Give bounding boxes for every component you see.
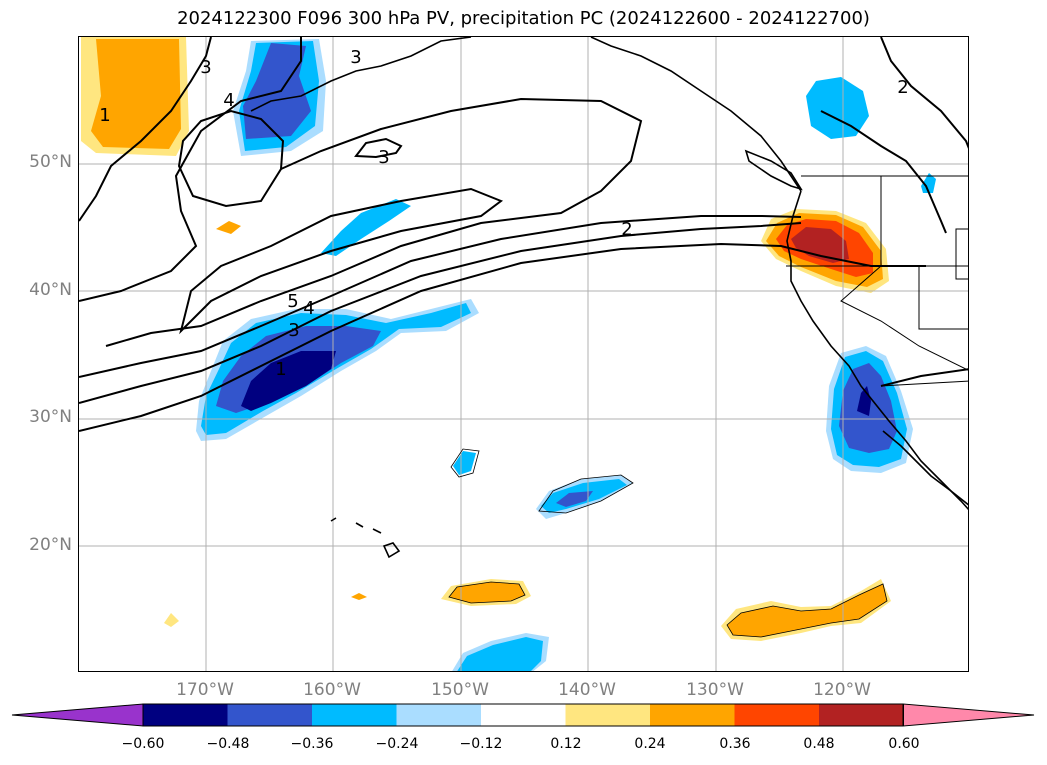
precip-positive-spot-3 xyxy=(351,593,367,600)
colorbar-segments xyxy=(11,703,1035,727)
precip-positive-south-2-core xyxy=(727,584,887,637)
precip-fields xyxy=(81,37,936,671)
lat-label-40n: 40°N xyxy=(29,280,72,300)
pv-contour-11 xyxy=(880,37,968,149)
pv-contour-5 xyxy=(179,187,504,335)
precip-negative-mid-north xyxy=(321,199,411,256)
colorbar-tick: −0.60 xyxy=(121,736,165,752)
coastline-alaska xyxy=(250,37,472,112)
colorbar-segment xyxy=(565,704,651,726)
colorbar-segment xyxy=(481,704,566,726)
coastlines xyxy=(250,37,968,559)
lon-label-130w: 130°W xyxy=(686,680,744,700)
contour-label: 2 xyxy=(897,77,908,98)
pv-contour-12 xyxy=(880,368,968,387)
colorbar-tick: 0.36 xyxy=(719,736,751,752)
precip-negative-south-mid xyxy=(457,637,543,671)
precip-outlines xyxy=(448,448,888,638)
colorbar-segment xyxy=(227,704,313,726)
lon-label-170w: 170°W xyxy=(176,680,234,700)
coastline-baja xyxy=(882,430,968,506)
colorbar-segment xyxy=(143,704,228,726)
colorbar-border xyxy=(142,703,904,727)
pv-contour-1 xyxy=(79,242,926,432)
map-canvas: 1 3 4 3 2 5 4 3 1 3 2 xyxy=(79,37,968,671)
precip-negative-pnw xyxy=(806,77,869,139)
precip-outline-subtropical xyxy=(538,474,634,514)
precip-outline-south-1 xyxy=(448,581,526,604)
coastline-alaska-panhandle xyxy=(590,37,802,192)
contour-label: 3 xyxy=(378,147,389,168)
contour-label: 3 xyxy=(288,320,299,341)
precip-negative-central-core xyxy=(241,351,336,411)
colorbar-extend-max xyxy=(903,703,1035,727)
contour-label: 3 xyxy=(350,47,361,68)
lat-label-20n: 20°N xyxy=(29,535,72,555)
lon-label-160w: 160°W xyxy=(303,680,361,700)
lon-label-140w: 140°W xyxy=(558,680,616,700)
map-title: 2024122300 F096 300 hPa PV, precipitatio… xyxy=(177,8,870,29)
precip-positive-spot-1 xyxy=(216,221,241,234)
colorbar-tick: 0.24 xyxy=(634,736,666,752)
precip-negative-idaho xyxy=(921,173,936,193)
lon-label-120w: 120°W xyxy=(813,680,871,700)
colorbar-extend-min xyxy=(11,703,144,727)
colorbar-tick: 0.60 xyxy=(888,736,920,752)
coastline-vancouver-island xyxy=(744,149,803,191)
colorbar-tick: −0.48 xyxy=(206,736,250,752)
colorbar-tick: 0.12 xyxy=(550,736,582,752)
pv-contours xyxy=(79,37,968,432)
pv-contour-4 xyxy=(105,97,643,347)
precip-positive-california-core xyxy=(791,227,849,263)
lat-label-50n: 50°N xyxy=(29,152,72,172)
pv-contour-2 xyxy=(79,222,802,404)
contour-label: 4 xyxy=(223,90,234,111)
pv-contour-3 xyxy=(79,215,802,378)
coastline-west-coast xyxy=(786,190,968,510)
contour-label: 1 xyxy=(275,359,286,380)
pv-contour-9 xyxy=(177,109,285,208)
contour-label: 2 xyxy=(621,219,632,240)
map-panel: 1 3 4 3 2 5 4 3 1 3 2 xyxy=(78,36,969,672)
precip-outline-south-2 xyxy=(726,583,888,638)
lon-label-150w: 150°W xyxy=(431,680,489,700)
precip-outline-small-1 xyxy=(450,448,480,478)
precip-negative-subtropical-core xyxy=(556,491,593,507)
colorbar-tick: 0.48 xyxy=(803,736,835,752)
coastline-hawaii xyxy=(330,517,401,559)
pv-contour-7 xyxy=(79,37,212,222)
contour-label-group: 1 3 4 3 2 5 4 3 1 3 2 xyxy=(99,47,908,380)
pv-contour-10 xyxy=(820,110,947,234)
precip-positive-nw-core xyxy=(91,39,181,149)
colorbar-segment xyxy=(396,704,482,726)
pv-contour-8 xyxy=(354,137,403,159)
colorbar-tick: −0.24 xyxy=(375,736,419,752)
precip-positive-spot-2 xyxy=(164,613,179,627)
colorbar-segment xyxy=(734,704,820,726)
colorbar-segment xyxy=(650,704,735,726)
contour-label: 3 xyxy=(200,57,211,78)
colorbar-segment xyxy=(819,704,904,726)
pv-contour-6 xyxy=(79,37,302,302)
colorbar-tick: −0.12 xyxy=(459,736,503,752)
contour-label: 5 xyxy=(287,291,298,312)
precip-negative-small-1 xyxy=(453,451,476,475)
colorbar-segment xyxy=(312,704,397,726)
lat-label-30n: 30°N xyxy=(29,407,72,427)
contour-label: 1 xyxy=(99,105,110,126)
precip-positive-south-1-core xyxy=(449,582,525,603)
colorbar-tick: −0.36 xyxy=(290,736,334,752)
graticule xyxy=(79,37,968,671)
contour-label: 4 xyxy=(303,298,314,319)
